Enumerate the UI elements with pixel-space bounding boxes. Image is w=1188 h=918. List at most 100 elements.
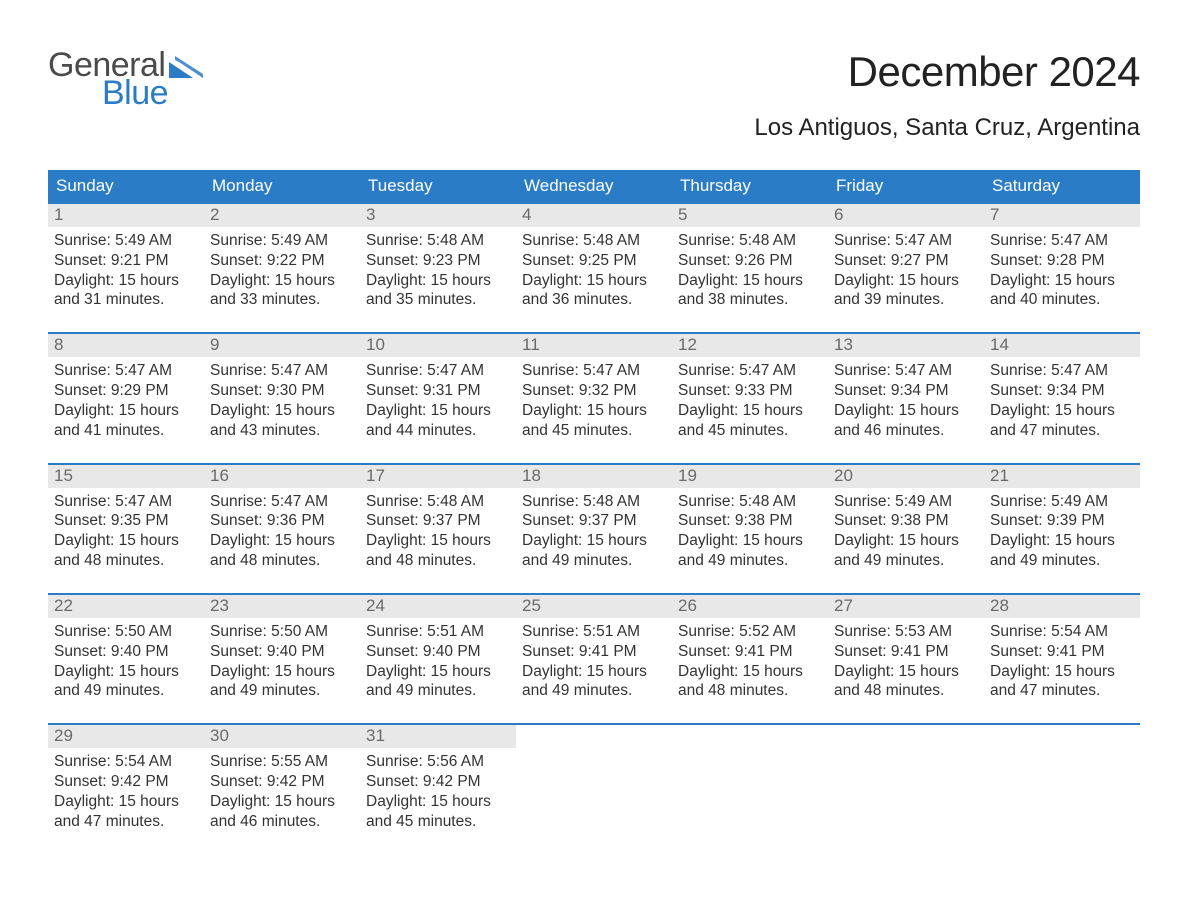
sunset-line: Sunset: 9:21 PM [54, 251, 198, 271]
daylight-line: Daylight: 15 hours and 45 minutes. [522, 401, 666, 441]
calendar-cell: 14Sunrise: 5:47 AMSunset: 9:34 PMDayligh… [984, 332, 1140, 462]
day-of-week-header: Tuesday [360, 170, 516, 202]
calendar-cell: 29Sunrise: 5:54 AMSunset: 9:42 PMDayligh… [48, 723, 204, 853]
sunrise-line: Sunrise: 5:54 AM [54, 752, 198, 772]
sunset-line: Sunset: 9:35 PM [54, 511, 198, 531]
day-of-week-header: Monday [204, 170, 360, 202]
day-info: Sunrise: 5:48 AMSunset: 9:38 PMDaylight:… [672, 488, 828, 571]
daylight-line: Daylight: 15 hours and 49 minutes. [366, 662, 510, 702]
sunrise-line: Sunrise: 5:55 AM [210, 752, 354, 772]
sunrise-line: Sunrise: 5:49 AM [834, 492, 978, 512]
calendar-cell: . [828, 723, 984, 853]
sunset-line: Sunset: 9:31 PM [366, 381, 510, 401]
calendar-cell: 7Sunrise: 5:47 AMSunset: 9:28 PMDaylight… [984, 202, 1140, 332]
sunset-line: Sunset: 9:27 PM [834, 251, 978, 271]
day-info: Sunrise: 5:48 AMSunset: 9:37 PMDaylight:… [516, 488, 672, 571]
daylight-line: Daylight: 15 hours and 49 minutes. [210, 662, 354, 702]
calendar-cell: 9Sunrise: 5:47 AMSunset: 9:30 PMDaylight… [204, 332, 360, 462]
daylight-line: Daylight: 15 hours and 39 minutes. [834, 271, 978, 311]
sunset-line: Sunset: 9:36 PM [210, 511, 354, 531]
sunset-line: Sunset: 9:37 PM [522, 511, 666, 531]
sunrise-line: Sunrise: 5:47 AM [834, 231, 978, 251]
daylight-line: Daylight: 15 hours and 31 minutes. [54, 271, 198, 311]
calendar-cell: . [672, 723, 828, 853]
calendar-cell: 20Sunrise: 5:49 AMSunset: 9:38 PMDayligh… [828, 463, 984, 593]
sunrise-line: Sunrise: 5:51 AM [522, 622, 666, 642]
sunset-line: Sunset: 9:30 PM [210, 381, 354, 401]
day-number: 16 [204, 465, 360, 488]
sunrise-line: Sunrise: 5:50 AM [54, 622, 198, 642]
day-info: Sunrise: 5:47 AMSunset: 9:34 PMDaylight:… [984, 357, 1140, 440]
sunset-line: Sunset: 9:42 PM [210, 772, 354, 792]
sunset-line: Sunset: 9:32 PM [522, 381, 666, 401]
calendar-cell: 30Sunrise: 5:55 AMSunset: 9:42 PMDayligh… [204, 723, 360, 853]
day-number: 17 [360, 465, 516, 488]
day-info: Sunrise: 5:47 AMSunset: 9:32 PMDaylight:… [516, 357, 672, 440]
sunset-line: Sunset: 9:42 PM [366, 772, 510, 792]
sunrise-line: Sunrise: 5:49 AM [990, 492, 1134, 512]
sunrise-line: Sunrise: 5:56 AM [366, 752, 510, 772]
sunset-line: Sunset: 9:39 PM [990, 511, 1134, 531]
sunrise-line: Sunrise: 5:52 AM [678, 622, 822, 642]
sunrise-line: Sunrise: 5:47 AM [990, 231, 1134, 251]
calendar-cell: 24Sunrise: 5:51 AMSunset: 9:40 PMDayligh… [360, 593, 516, 723]
daylight-line: Daylight: 15 hours and 48 minutes. [54, 531, 198, 571]
day-of-week-header: Saturday [984, 170, 1140, 202]
day-number: 7 [984, 204, 1140, 227]
sunrise-line: Sunrise: 5:48 AM [522, 492, 666, 512]
sunrise-line: Sunrise: 5:49 AM [210, 231, 354, 251]
daylight-line: Daylight: 15 hours and 49 minutes. [54, 662, 198, 702]
sunset-line: Sunset: 9:26 PM [678, 251, 822, 271]
calendar-cell: 6Sunrise: 5:47 AMSunset: 9:27 PMDaylight… [828, 202, 984, 332]
logo-triangle-icon [169, 56, 203, 78]
day-number: 1 [48, 204, 204, 227]
day-info: Sunrise: 5:51 AMSunset: 9:41 PMDaylight:… [516, 618, 672, 701]
sunset-line: Sunset: 9:42 PM [54, 772, 198, 792]
sunset-line: Sunset: 9:23 PM [366, 251, 510, 271]
calendar-cell: 8Sunrise: 5:47 AMSunset: 9:29 PMDaylight… [48, 332, 204, 462]
day-of-week-header: Sunday [48, 170, 204, 202]
sunrise-line: Sunrise: 5:47 AM [210, 492, 354, 512]
day-number: 8 [48, 334, 204, 357]
day-info: Sunrise: 5:48 AMSunset: 9:37 PMDaylight:… [360, 488, 516, 571]
logo-word-blue: Blue [102, 76, 203, 110]
day-number: 20 [828, 465, 984, 488]
calendar-cell: 28Sunrise: 5:54 AMSunset: 9:41 PMDayligh… [984, 593, 1140, 723]
calendar-cell: 18Sunrise: 5:48 AMSunset: 9:37 PMDayligh… [516, 463, 672, 593]
day-number: 14 [984, 334, 1140, 357]
sunset-line: Sunset: 9:29 PM [54, 381, 198, 401]
sunset-line: Sunset: 9:25 PM [522, 251, 666, 271]
day-info: Sunrise: 5:54 AMSunset: 9:41 PMDaylight:… [984, 618, 1140, 701]
daylight-line: Daylight: 15 hours and 47 minutes. [990, 401, 1134, 441]
sunset-line: Sunset: 9:40 PM [366, 642, 510, 662]
day-number: 19 [672, 465, 828, 488]
sunrise-line: Sunrise: 5:47 AM [678, 361, 822, 381]
sunset-line: Sunset: 9:41 PM [834, 642, 978, 662]
sunset-line: Sunset: 9:37 PM [366, 511, 510, 531]
day-info: Sunrise: 5:47 AMSunset: 9:36 PMDaylight:… [204, 488, 360, 571]
day-info: Sunrise: 5:50 AMSunset: 9:40 PMDaylight:… [204, 618, 360, 701]
calendar-cell: 16Sunrise: 5:47 AMSunset: 9:36 PMDayligh… [204, 463, 360, 593]
day-info: Sunrise: 5:47 AMSunset: 9:33 PMDaylight:… [672, 357, 828, 440]
daylight-line: Daylight: 15 hours and 35 minutes. [366, 271, 510, 311]
day-info: Sunrise: 5:53 AMSunset: 9:41 PMDaylight:… [828, 618, 984, 701]
day-info: Sunrise: 5:47 AMSunset: 9:35 PMDaylight:… [48, 488, 204, 571]
day-info: Sunrise: 5:47 AMSunset: 9:34 PMDaylight:… [828, 357, 984, 440]
sunset-line: Sunset: 9:41 PM [522, 642, 666, 662]
daylight-line: Daylight: 15 hours and 47 minutes. [54, 792, 198, 832]
day-info: Sunrise: 5:49 AMSunset: 9:22 PMDaylight:… [204, 227, 360, 310]
day-number: 15 [48, 465, 204, 488]
sunrise-line: Sunrise: 5:47 AM [834, 361, 978, 381]
calendar-cell: 13Sunrise: 5:47 AMSunset: 9:34 PMDayligh… [828, 332, 984, 462]
sunset-line: Sunset: 9:41 PM [990, 642, 1134, 662]
calendar-cell: 23Sunrise: 5:50 AMSunset: 9:40 PMDayligh… [204, 593, 360, 723]
sunrise-line: Sunrise: 5:48 AM [678, 492, 822, 512]
daylight-line: Daylight: 15 hours and 48 minutes. [366, 531, 510, 571]
calendar-cell: 5Sunrise: 5:48 AMSunset: 9:26 PMDaylight… [672, 202, 828, 332]
day-info: Sunrise: 5:47 AMSunset: 9:28 PMDaylight:… [984, 227, 1140, 310]
daylight-line: Daylight: 15 hours and 46 minutes. [834, 401, 978, 441]
daylight-line: Daylight: 15 hours and 38 minutes. [678, 271, 822, 311]
calendar-cell: 31Sunrise: 5:56 AMSunset: 9:42 PMDayligh… [360, 723, 516, 853]
day-number: 11 [516, 334, 672, 357]
calendar-cell: . [516, 723, 672, 853]
